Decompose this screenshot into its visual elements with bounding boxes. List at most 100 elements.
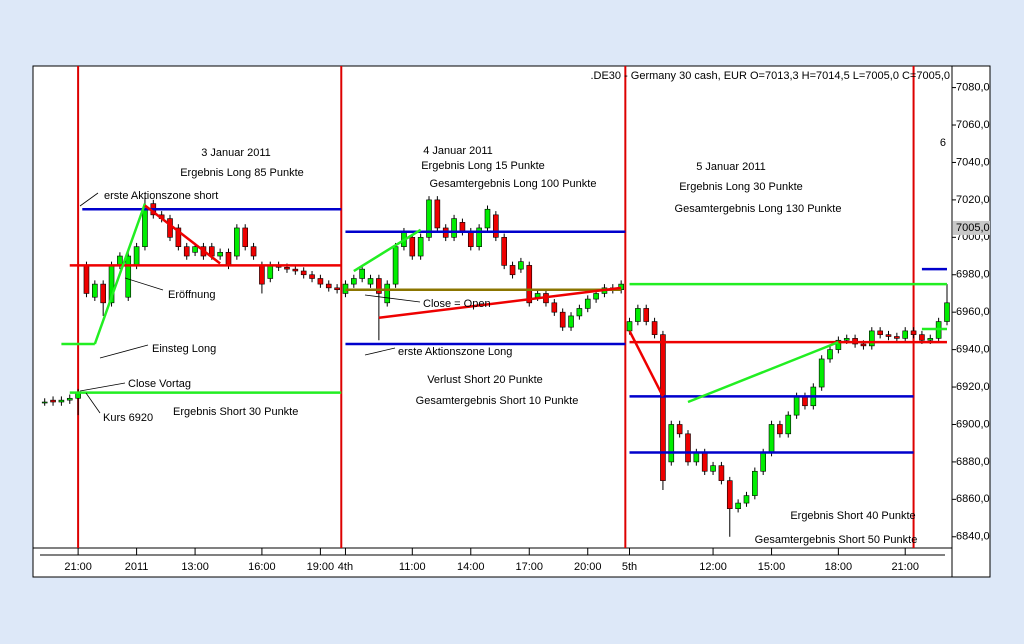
- candle-body: [175, 227, 182, 247]
- candle-body: [526, 265, 533, 304]
- candle-body: [359, 268, 365, 279]
- candle-body: [860, 343, 867, 347]
- x-tick-label: 15:00: [758, 561, 786, 573]
- x-tick-label: 18:00: [825, 561, 853, 573]
- candle-body: [777, 424, 783, 435]
- candle-body: [267, 265, 274, 279]
- candle-body: [685, 433, 691, 463]
- y-tick-label: 6840,0: [956, 531, 990, 543]
- x-tick-label: 17:00: [515, 561, 543, 573]
- candle-body: [910, 330, 917, 335]
- candle-body: [768, 424, 775, 453]
- annotation-line: [93, 203, 147, 345]
- candle-body: [459, 222, 466, 233]
- annotation: Einsteg Long: [152, 343, 216, 355]
- chart-frame: [32, 65, 991, 578]
- candle-body: [927, 338, 934, 341]
- annotation: 4 Januar 2011: [423, 145, 493, 157]
- candle-body: [225, 251, 232, 266]
- annotation: erste Aktionszone short: [104, 190, 218, 202]
- candle-body: [384, 283, 391, 304]
- candle-body: [559, 311, 566, 328]
- candle-body: [501, 237, 507, 266]
- annotation-line: [378, 286, 622, 320]
- candle-body: [50, 399, 56, 403]
- candle-body: [493, 214, 499, 238]
- annotation: Ergebnis Long 85 Punkte: [180, 167, 304, 179]
- candle-body: [242, 227, 249, 247]
- candle-body: [626, 321, 633, 332]
- candle-body: [334, 287, 340, 291]
- candle-body: [41, 401, 48, 404]
- annotation: Eröffnung: [168, 289, 216, 301]
- plot: [41, 66, 950, 548]
- candle-body: [100, 283, 106, 304]
- last-price-label: 7005,0: [956, 222, 990, 234]
- pointer: [79, 382, 126, 392]
- annotation: Ergebnis Long 15 Punkte: [421, 160, 545, 172]
- candle-body: [484, 208, 491, 229]
- pointer: [99, 344, 149, 359]
- candle-body: [142, 208, 148, 247]
- candle-body: [743, 495, 750, 504]
- candle-body: [192, 246, 198, 253]
- candle-body: [843, 338, 850, 341]
- candle-body: [259, 265, 265, 285]
- candle-body: [58, 399, 65, 403]
- x-tick-label: 20:00: [574, 561, 602, 573]
- pointer: [85, 392, 101, 414]
- annotation: Kurs 6920: [103, 412, 153, 424]
- last-price-box: [953, 220, 990, 235]
- candle-body: [752, 470, 758, 496]
- candle-body: [760, 452, 766, 472]
- candle-body: [317, 278, 324, 285]
- x-tick-label: 16:00: [248, 561, 276, 573]
- candle-body: [409, 237, 416, 257]
- candle-body: [392, 246, 399, 285]
- x-tick-label: 14:00: [457, 561, 485, 573]
- candle-body: [434, 199, 441, 229]
- candle-body: [693, 452, 700, 463]
- annotation: Gesamtergebnis Long 130 Punkte: [675, 203, 842, 215]
- candle-body: [467, 231, 474, 247]
- candle-body: [476, 227, 482, 247]
- candle-body: [827, 349, 833, 360]
- x-tick-label: 12:00: [699, 561, 727, 573]
- candle-body: [568, 315, 574, 328]
- annotation: erste Aktionszone Long: [398, 346, 512, 358]
- candle-body: [217, 251, 223, 257]
- y-tick-label: 6940,0: [956, 344, 990, 356]
- annotation-line: [628, 330, 665, 397]
- candle-body: [701, 452, 708, 472]
- y-tick-label: 7020,0: [956, 194, 990, 206]
- annotation: Gesamtergebnis Long 100 Punkte: [430, 178, 597, 190]
- candle-body: [576, 308, 583, 317]
- candle-body: [292, 268, 299, 272]
- candle-body: [593, 293, 599, 300]
- candle-body: [868, 330, 875, 347]
- pointer: [364, 294, 421, 303]
- chart-title: .DE30 - Germany 30 cash, EUR O=7013,3 H=…: [590, 70, 950, 82]
- pointer: [364, 347, 396, 356]
- annotation-line: [353, 228, 422, 273]
- x-tick-label: 4th: [338, 561, 353, 573]
- candle-body: [518, 261, 524, 270]
- y-tick-label: 6980,0: [956, 269, 990, 281]
- candle-body: [92, 283, 98, 298]
- candle-body: [351, 278, 357, 285]
- candle-body: [643, 308, 650, 322]
- candle-body: [66, 397, 73, 401]
- y-tick-label: 6860,0: [956, 493, 990, 505]
- candle-body: [894, 336, 900, 339]
- candle-body: [818, 358, 825, 388]
- annotation-line: [144, 204, 221, 265]
- candle-body: [284, 266, 290, 270]
- annotation: Ergebnis Long 30 Punkte: [679, 181, 803, 193]
- annotation: Close = Open: [423, 298, 491, 310]
- candle-body: [802, 396, 808, 407]
- x-tick-label: 11:00: [399, 561, 426, 573]
- candle-body: [83, 265, 90, 294]
- x-tick-label: 19:00: [307, 561, 335, 573]
